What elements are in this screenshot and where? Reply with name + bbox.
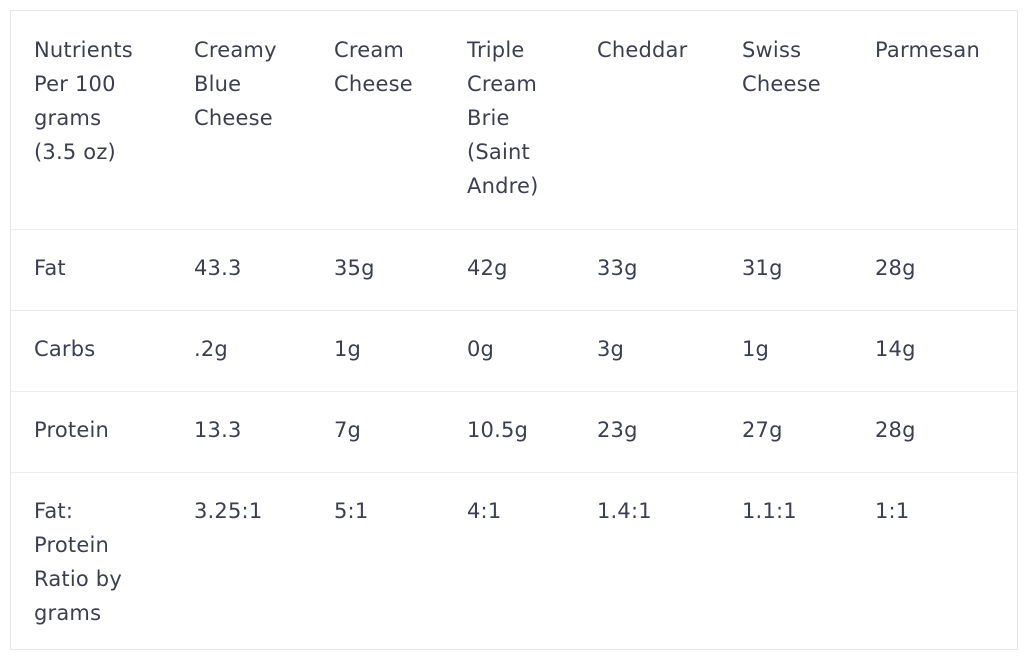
table-cell: 28g <box>875 418 916 442</box>
row-label-carbs: Carbs <box>34 337 96 361</box>
table-cell: 0g <box>467 337 495 361</box>
header-creamy-blue-cheese: Creamy Blue Cheese <box>194 38 277 130</box>
table-cell: 5:1 <box>334 499 369 523</box>
table-row: Protein 13.3 7g 10.5g 23g 27g 28g <box>11 391 1017 473</box>
header-cheddar: Cheddar <box>597 38 688 62</box>
nutrition-table-container: Nutrients Per 100 grams (3.5 oz) Creamy … <box>10 10 1018 650</box>
header-parmesan: Parmesan <box>875 38 980 62</box>
table-cell: 1g <box>742 337 770 361</box>
table-cell: 23g <box>597 418 638 442</box>
header-nutrients: Nutrients Per 100 grams (3.5 oz) <box>34 38 133 164</box>
header-swiss-cheese: Swiss Cheese <box>742 38 821 96</box>
table-cell: 7g <box>334 418 362 442</box>
cheese-nutrition-table: Nutrients Per 100 grams (3.5 oz) Creamy … <box>11 11 1017 651</box>
table-cell: 43.3 <box>194 256 242 280</box>
row-label-ratio: Fat: Protein Ratio by grams <box>34 499 122 625</box>
table-cell: 1g <box>334 337 362 361</box>
table-cell: 13.3 <box>194 418 242 442</box>
table-cell: 3.25:1 <box>194 499 263 523</box>
table-row: Carbs .2g 1g 0g 3g 1g 14g <box>11 310 1017 392</box>
row-label-protein: Protein <box>34 418 110 442</box>
header-cream-cheese: Cream Cheese <box>334 38 413 96</box>
table-cell: 10.5g <box>467 418 529 442</box>
table-cell: 1.1:1 <box>742 499 797 523</box>
header-triple-cream-brie: Triple Cream Brie (Saint Andre) <box>467 38 539 198</box>
row-label-fat: Fat <box>34 256 66 280</box>
table-cell: 42g <box>467 256 508 280</box>
table-cell: 28g <box>875 256 916 280</box>
table-cell: 35g <box>334 256 375 280</box>
table-header-row: Nutrients Per 100 grams (3.5 oz) Creamy … <box>11 11 1017 230</box>
table-cell: 27g <box>742 418 783 442</box>
table-cell: 1.4:1 <box>597 499 652 523</box>
table-cell: 4:1 <box>467 499 502 523</box>
table-cell: 1:1 <box>875 499 910 523</box>
table-row: Fat: Protein Ratio by grams 3.25:1 5:1 4… <box>11 472 1017 652</box>
table-cell: 33g <box>597 256 638 280</box>
table-cell: 3g <box>597 337 625 361</box>
table-cell: 31g <box>742 256 783 280</box>
table-cell: 14g <box>875 337 916 361</box>
table-cell: .2g <box>194 337 228 361</box>
table-row: Fat 43.3 35g 42g 33g 31g 28g <box>11 229 1017 311</box>
